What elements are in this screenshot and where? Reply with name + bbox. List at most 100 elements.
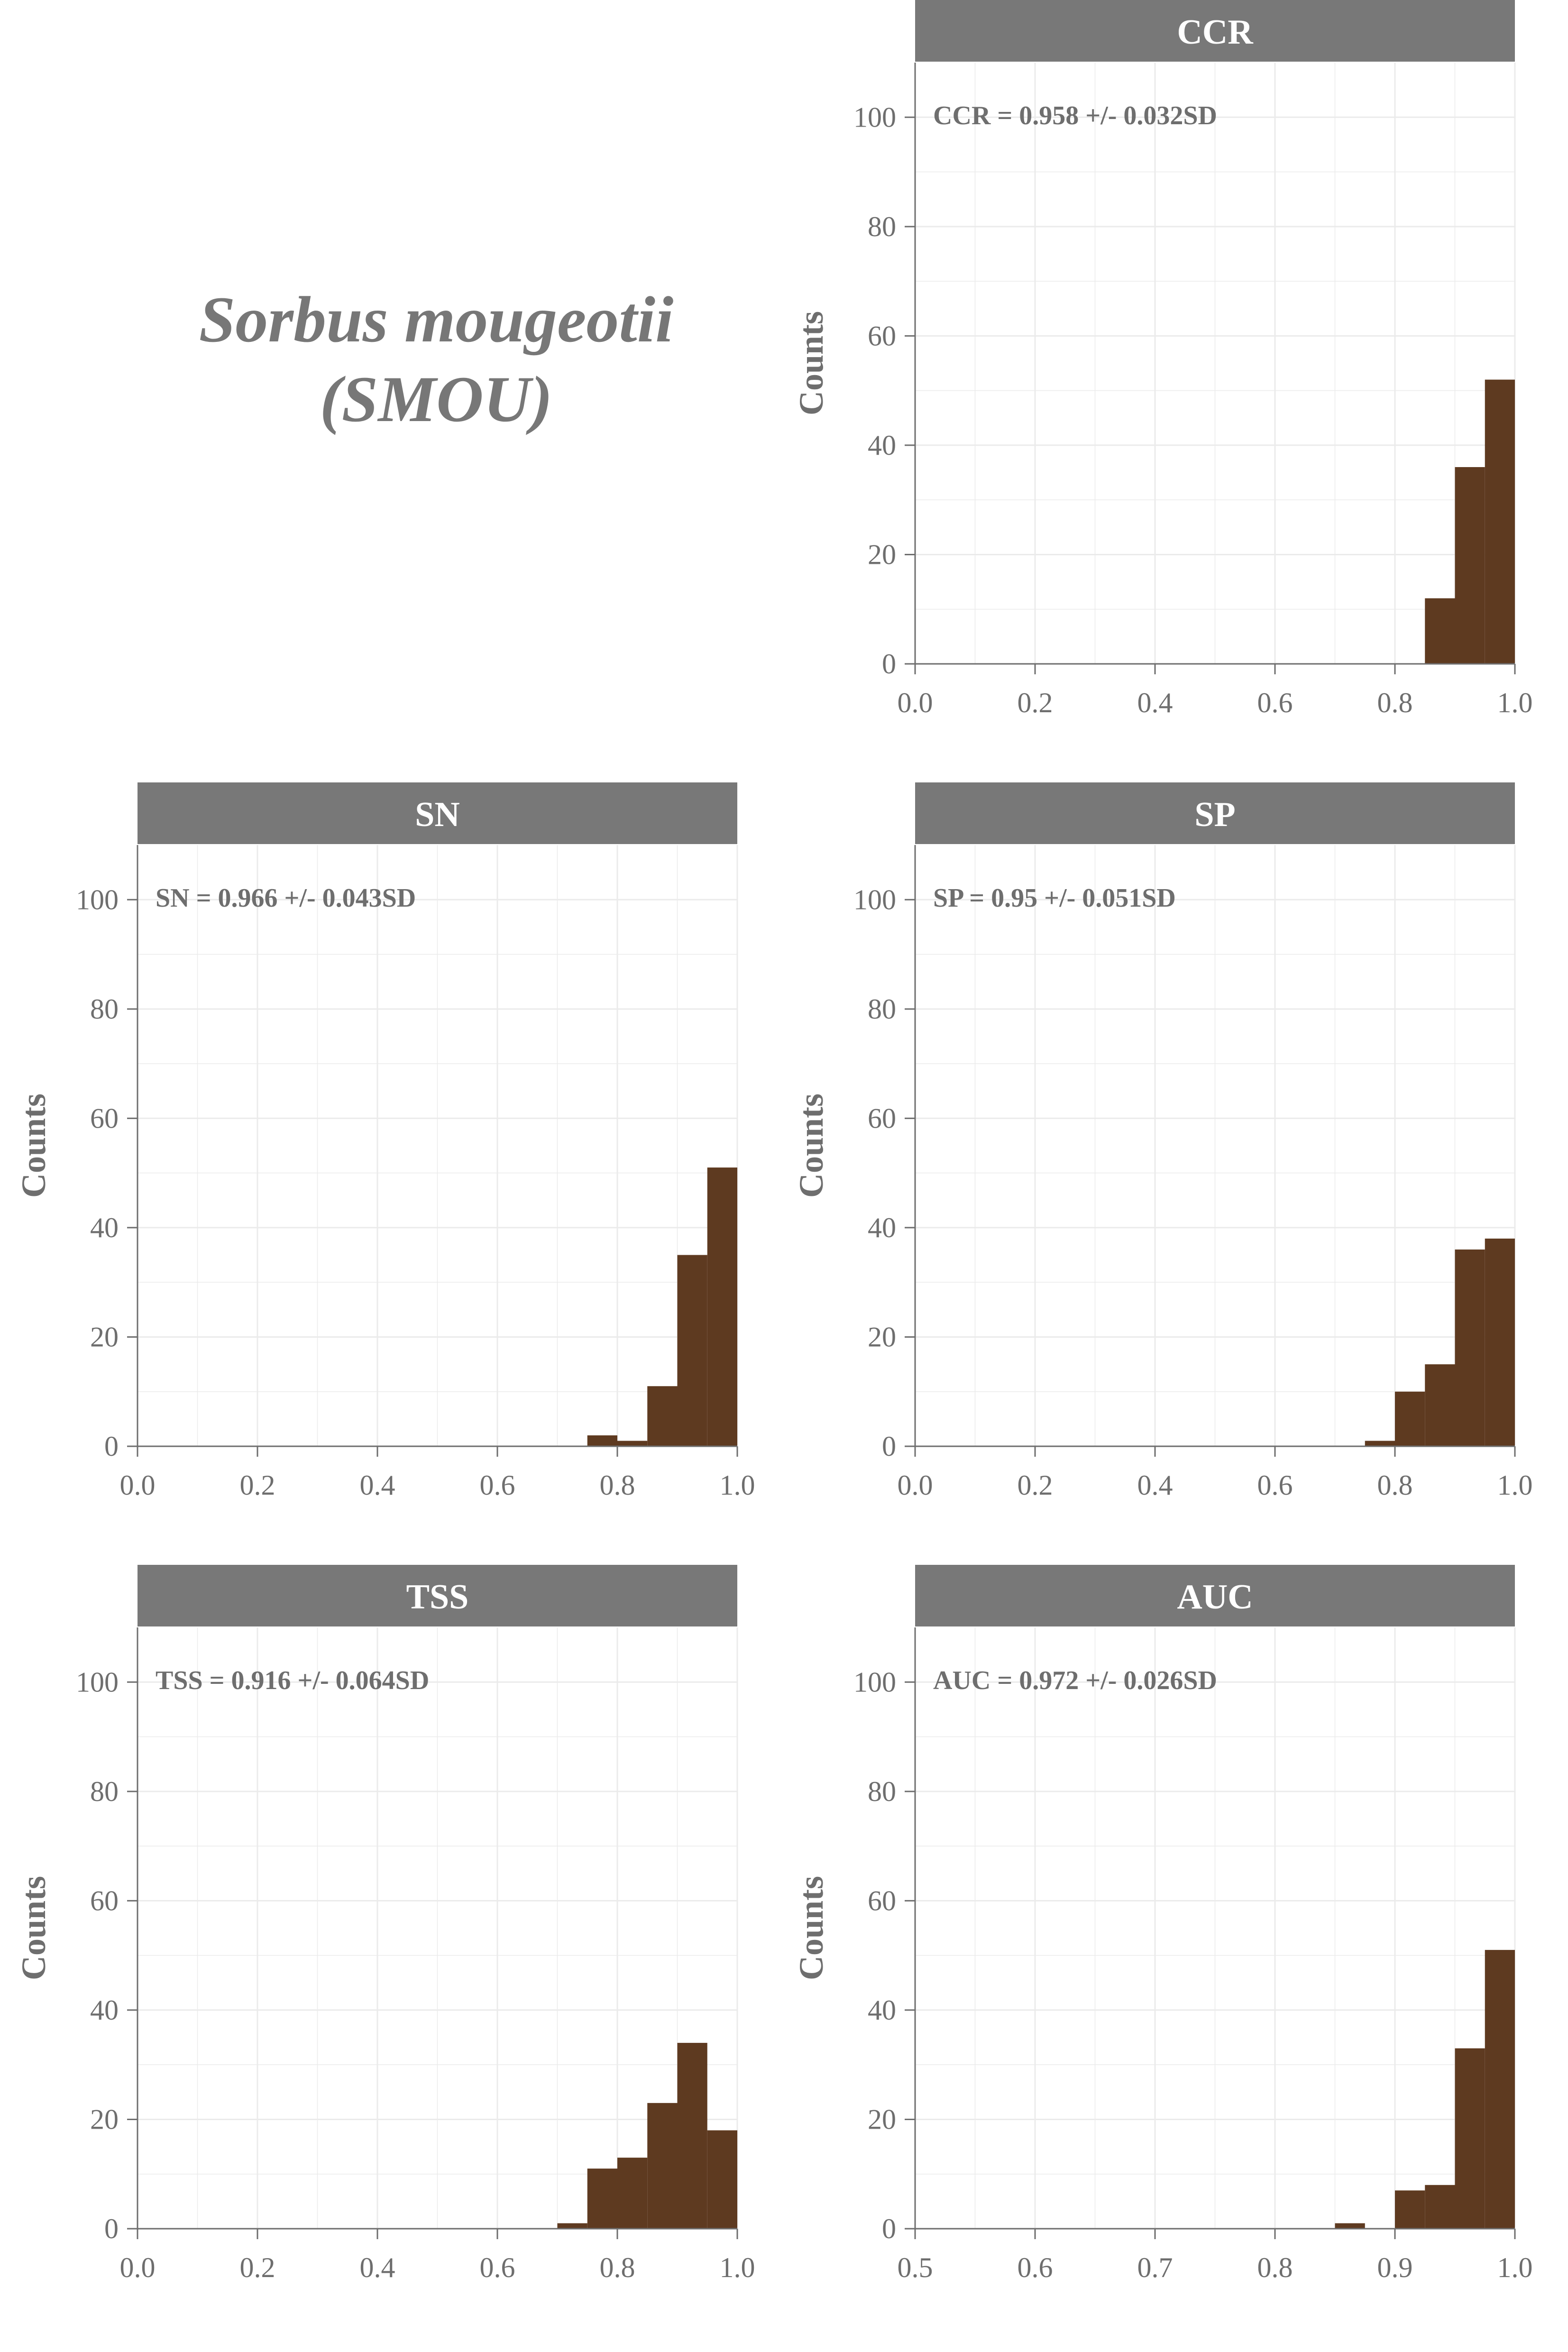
histogram-bar [677, 1255, 707, 1446]
y-tick-label: 100 [76, 884, 119, 915]
histogram-bar [587, 1435, 617, 1446]
facet-strip [915, 782, 1515, 844]
y-tick-label: 40 [868, 1212, 896, 1243]
x-tick-label: 0.2 [1018, 687, 1053, 718]
histogram-bar [707, 1167, 737, 1446]
x-tick-label: 0.2 [240, 2252, 275, 2283]
x-tick-label: 1.0 [1497, 2252, 1533, 2283]
y-axis-label: Counts [15, 1093, 53, 1198]
y-axis-label: Counts [15, 1876, 53, 1980]
y-tick-label: 40 [868, 1994, 896, 2026]
y-tick-label: 40 [90, 1994, 119, 2026]
y-tick-label: 20 [868, 1321, 896, 1352]
facet-strip-label: AUC [1177, 1578, 1253, 1617]
facet-strip-label: SP [1194, 795, 1235, 834]
y-tick-label: 80 [868, 993, 896, 1025]
y-tick-label: 80 [90, 1776, 119, 1807]
histogram-bar [587, 2168, 617, 2229]
y-tick-label: 40 [90, 1212, 119, 1243]
metric-annotation: SP = 0.95 +/- 0.051SD [933, 883, 1176, 913]
x-tick-label: 0.5 [898, 2252, 933, 2283]
x-tick-label: 0.8 [1377, 687, 1413, 718]
y-tick-label: 0 [882, 2213, 896, 2244]
x-tick-label: 1.0 [1497, 687, 1533, 718]
facet-strip-label: CCR [1177, 13, 1254, 52]
histogram-bar [677, 2043, 707, 2229]
x-tick-label: 0.4 [360, 2252, 395, 2283]
histogram-bar [1455, 1250, 1485, 1446]
x-tick-label: 0.8 [600, 1470, 635, 1501]
y-tick-label: 20 [868, 2104, 896, 2135]
histogram-auc: 0.5 0.6 0.7 0.8 0.9 1.0 0 20 40 60 80 100 Counts AUC A… [792, 1565, 1533, 2283]
histogram-bar [1425, 2185, 1455, 2229]
histogram-bar [1485, 1238, 1515, 1446]
x-tick-label: 0.6 [480, 1470, 515, 1501]
y-tick-label: 0 [882, 1431, 896, 1462]
x-tick-label: 0.6 [1257, 1470, 1293, 1501]
x-tick-label: 0.9 [1377, 2252, 1413, 2283]
metric-annotation: CCR = 0.958 +/- 0.032SD [933, 101, 1217, 130]
histogram-bar [1455, 2048, 1485, 2229]
metric-annotation: SN = 0.966 +/- 0.043SD [156, 883, 416, 913]
x-tick-label: 0.7 [1137, 2252, 1173, 2283]
facet-strip-label: TSS [406, 1578, 469, 1617]
y-tick-label: 0 [104, 1431, 119, 1462]
histogram-bar [1365, 1441, 1395, 1446]
x-tick-label: 0.4 [1137, 1470, 1173, 1501]
histogram-sn: 0.0 0.2 0.4 0.6 0.8 1.0 0 20 40 60 80 100 Counts SN SN… [15, 782, 755, 1501]
histogram-bar [617, 2158, 648, 2229]
species-code: (SMOU) [320, 363, 553, 435]
y-tick-label: 60 [868, 1885, 896, 1916]
y-tick-label: 60 [90, 1885, 119, 1916]
y-tick-label: 60 [90, 1102, 119, 1134]
x-tick-label: 1.0 [720, 2252, 755, 2283]
y-tick-label: 0 [882, 648, 896, 680]
x-tick-label: 0.2 [1018, 1470, 1053, 1501]
x-tick-label: 0.4 [360, 1470, 395, 1501]
y-tick-label: 20 [90, 1321, 119, 1352]
x-tick-label: 0.0 [120, 2252, 156, 2283]
x-tick-label: 0.2 [240, 1470, 275, 1501]
metric-annotation: TSS = 0.916 +/- 0.064SD [156, 1666, 429, 1695]
histogram-bar [647, 2103, 678, 2229]
facet-strip [915, 0, 1515, 62]
histogram-bar [707, 2130, 737, 2229]
histogram-bar [1485, 379, 1515, 664]
y-tick-label: 80 [868, 211, 896, 242]
histogram-bar [1455, 467, 1485, 664]
histogram-bar [1395, 2190, 1425, 2229]
facet-strip-label: SN [415, 795, 460, 834]
y-tick-label: 20 [868, 539, 896, 570]
histogram-ccr: 0.0 0.2 0.4 0.6 0.8 1.0 0 20 40 60 80 100 Counts CCR C… [792, 0, 1533, 718]
y-axis-label: Counts [792, 1876, 830, 1980]
x-tick-label: 0.6 [1257, 687, 1293, 718]
figure-title: Sorbus mougeotii (SMOU) [85, 280, 787, 439]
facet-strip [138, 1565, 737, 1626]
x-tick-label: 0.0 [898, 687, 933, 718]
histogram-bar [647, 1386, 678, 1446]
x-tick-label: 0.8 [1377, 1470, 1413, 1501]
y-tick-label: 100 [853, 1666, 896, 1698]
y-tick-label: 60 [868, 1102, 896, 1134]
histogram-sp: 0.0 0.2 0.4 0.6 0.8 1.0 0 20 40 60 80 100 Counts SP SP… [792, 782, 1533, 1501]
y-tick-label: 60 [868, 320, 896, 351]
x-tick-label: 0.8 [1257, 2252, 1293, 2283]
histogram-bar [1425, 598, 1455, 664]
y-tick-label: 80 [868, 1776, 896, 1807]
histogram-bar [1395, 1391, 1425, 1446]
facet-strip [138, 782, 737, 844]
x-tick-label: 1.0 [720, 1470, 755, 1501]
facet-strip [915, 1565, 1515, 1626]
histogram-bar [617, 1441, 648, 1446]
histogram-bar [1335, 2223, 1365, 2229]
histogram-bar [557, 2223, 587, 2229]
histogram-bar [1485, 1950, 1515, 2229]
histogram-bar [1425, 1364, 1455, 1446]
species-name: Sorbus mougeotii [199, 283, 674, 356]
y-axis-label: Counts [792, 1093, 830, 1198]
x-tick-label: 0.0 [120, 1470, 156, 1501]
y-axis-label: Counts [792, 311, 830, 415]
y-tick-label: 100 [853, 884, 896, 915]
x-tick-label: 0.6 [480, 2252, 515, 2283]
x-tick-label: 0.0 [898, 1470, 933, 1501]
